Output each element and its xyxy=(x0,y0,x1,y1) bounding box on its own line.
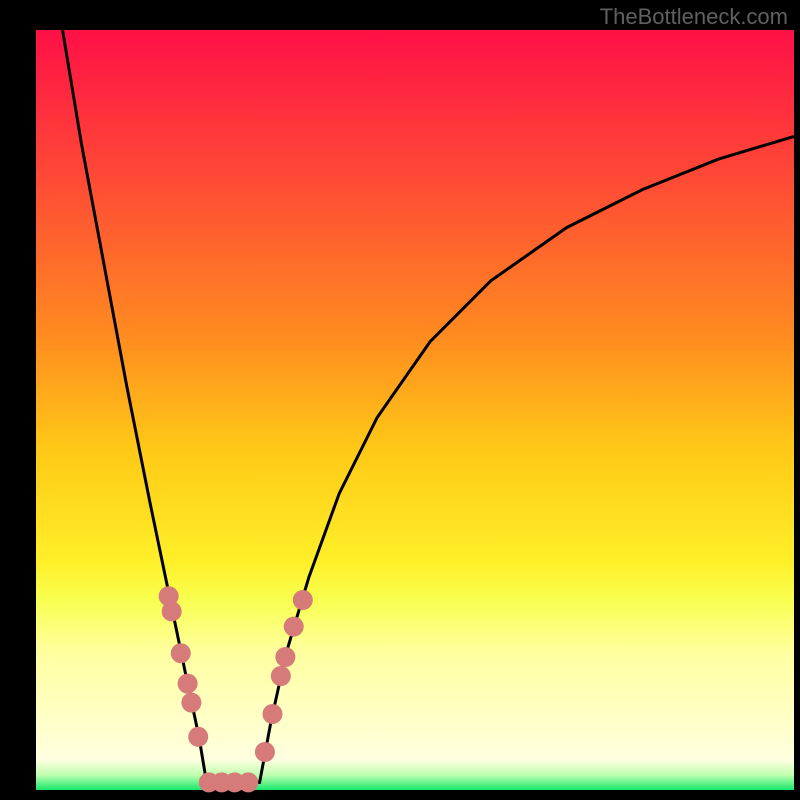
data-marker xyxy=(262,704,282,724)
v-curve-path xyxy=(63,30,794,782)
data-marker xyxy=(284,617,304,637)
data-marker xyxy=(181,693,201,713)
watermark-text: TheBottleneck.com xyxy=(600,4,788,30)
data-marker xyxy=(255,742,275,762)
chart-plot-area xyxy=(36,30,794,790)
data-marker xyxy=(188,727,208,747)
data-marker xyxy=(275,647,295,667)
data-marker xyxy=(293,590,313,610)
data-marker xyxy=(271,666,291,686)
data-markers xyxy=(159,586,313,792)
data-marker xyxy=(162,601,182,621)
data-marker xyxy=(171,643,191,663)
curve-layer xyxy=(36,30,794,790)
data-marker xyxy=(178,674,198,694)
data-marker xyxy=(238,772,258,792)
